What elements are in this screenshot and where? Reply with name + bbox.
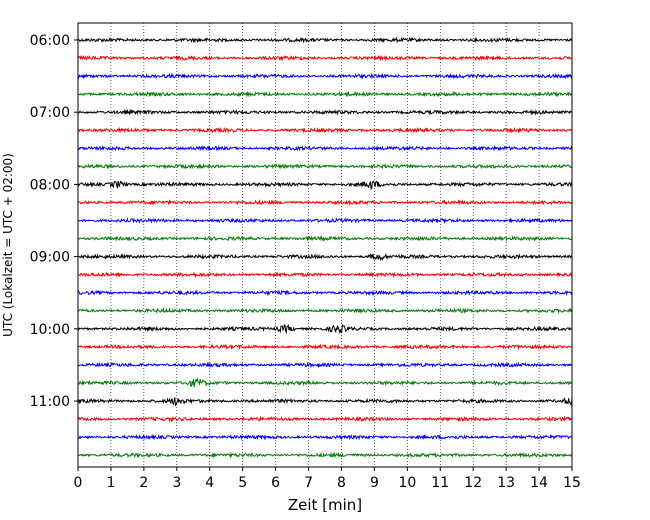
y-tick-label: 06:00 (30, 33, 70, 49)
trace-0600 (77, 36, 573, 44)
y-tick-label: 11:00 (30, 394, 70, 410)
trace-1045 (77, 377, 573, 388)
trace-0615 (77, 54, 573, 62)
x-tick-label: 10 (398, 475, 416, 491)
y-tick-label: 07:00 (30, 105, 70, 121)
trace-0745 (77, 162, 573, 170)
trace-0800 (77, 180, 573, 191)
trace-1015 (77, 343, 573, 351)
x-tick-label: 8 (337, 475, 346, 491)
y-tick-label: 09:00 (30, 250, 70, 266)
trace-0645 (77, 90, 573, 98)
trace-0815 (77, 198, 573, 206)
trace-1130 (77, 433, 573, 441)
trace-0900 (77, 252, 573, 262)
x-axis-label: Zeit [min] (288, 496, 362, 514)
trace-0915 (77, 271, 573, 279)
y-axis-label: UTC (Lokalzeit = UTC + 02:00) (1, 153, 15, 337)
trace-1145 (77, 451, 573, 459)
trace-0715 (77, 126, 573, 134)
x-tick-label: 6 (271, 475, 280, 491)
y-tick-label: 08:00 (30, 177, 70, 193)
grid-lines (110, 23, 540, 467)
x-tick-label: 2 (139, 475, 148, 491)
trace-0830 (77, 217, 573, 224)
trace-lines (77, 36, 573, 459)
x-tick-label: 12 (464, 475, 482, 491)
x-tick-label: 5 (238, 475, 247, 491)
trace-1030 (77, 361, 573, 369)
x-tick-label: 1 (106, 475, 115, 491)
x-tick-label: 3 (172, 475, 181, 491)
x-tick-label: 13 (497, 475, 515, 491)
trace-0945 (77, 307, 573, 315)
trace-0730 (77, 144, 573, 152)
trace-0845 (77, 235, 573, 242)
trace-1000 (77, 323, 573, 335)
x-tick-label: 7 (304, 475, 313, 491)
trace-0630 (77, 72, 573, 80)
x-tick-label: 9 (370, 475, 379, 491)
trace-0930 (77, 289, 573, 297)
x-tick-label: 14 (530, 475, 548, 491)
x-tick-label: 11 (431, 475, 449, 491)
y-tick-label: 10:00 (30, 322, 70, 338)
trace-1115 (77, 415, 573, 423)
plot-area-background (78, 23, 572, 467)
y-axis-ticks: 06:00 07:00 08:00 09:00 10:00 11:00 (30, 33, 78, 410)
trace-0700 (77, 108, 573, 116)
x-tick-label: 15 (563, 475, 581, 491)
plot-area-frame (77, 22, 573, 468)
trace-1100 (77, 397, 573, 407)
x-tick-label: 0 (74, 475, 83, 491)
x-tick-label: 4 (205, 475, 214, 491)
x-axis-ticks: 0 1 2 3 4 5 6 7 8 9 10 11 12 13 14 15 (74, 467, 581, 491)
